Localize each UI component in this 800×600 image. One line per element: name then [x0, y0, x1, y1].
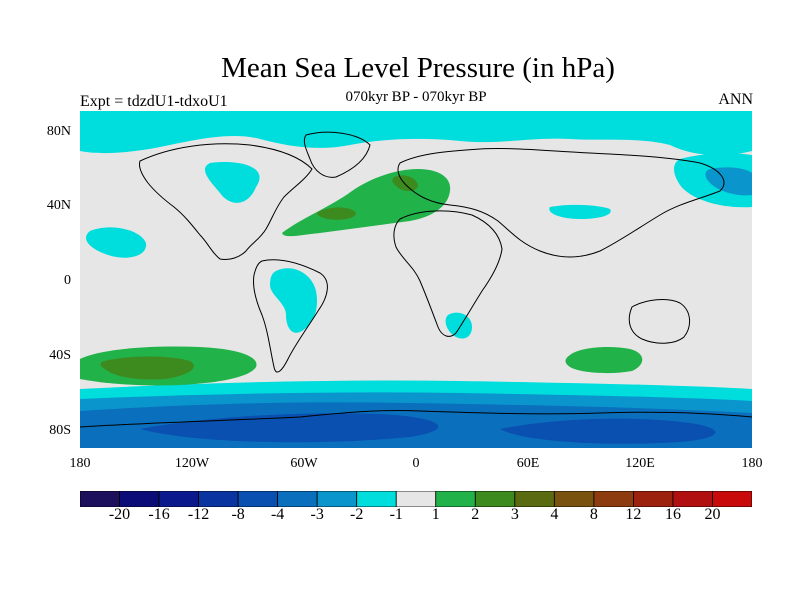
coastline-south-america: [253, 259, 328, 373]
colorbar-swatch: [593, 491, 634, 507]
colorbar-swatch: [633, 491, 674, 507]
colorbar-tick-label: 1: [431, 506, 440, 523]
coastlines: [80, 131, 752, 428]
contour-arctic-low: [204, 162, 260, 203]
colorbar-tick-label: -1: [389, 506, 403, 523]
colorbar-tick-label: -12: [187, 506, 210, 523]
colorbar-swatch: [198, 491, 239, 507]
contour-north-atlantic-core: [317, 207, 356, 220]
coastline-africa: [393, 210, 503, 337]
chart-title: Mean Sea Level Pressure (in hPa): [221, 52, 615, 84]
y-tick-label: 40N: [46, 198, 71, 213]
contour-east-pacific-low: [86, 227, 147, 258]
colorbar-swatch: [395, 491, 437, 507]
colorbar-tick-label: -16: [148, 506, 170, 523]
colorbar-swatch: [316, 491, 358, 507]
y-tick-label: 80N: [46, 124, 71, 139]
coastline-europe: [397, 147, 725, 258]
colorbar-tick-label: 2: [471, 506, 480, 523]
colorbar-swatch: [277, 491, 318, 507]
x-tick-label: 60W: [290, 456, 318, 471]
contour-north-pacific-core: [705, 167, 752, 196]
colorbar-tick-label: 12: [625, 506, 642, 523]
colorbar-swatch: [712, 491, 752, 507]
contour-south-africa-low: [445, 312, 472, 339]
x-tick-label: 120W: [174, 456, 210, 471]
colorbar-swatch: [80, 491, 120, 507]
season-label: ANN: [718, 91, 753, 108]
colorbar-tick-label: -2: [350, 506, 364, 523]
y-tick-label: 80S: [49, 423, 71, 438]
coastline-greenland: [303, 131, 371, 178]
x-tick-label: 180: [741, 456, 763, 471]
x-tick-label: 0: [412, 456, 420, 471]
colorbar-tick-label: -20: [108, 506, 131, 523]
colorbar-tick-label: 3: [510, 506, 519, 523]
colorbar-swatch: [474, 491, 516, 507]
colorbar-tick-label: 16: [664, 506, 681, 523]
contour-amazon-low: [270, 268, 318, 333]
y-tick-label: 40S: [49, 348, 71, 363]
coastline-antarctica: [80, 409, 752, 428]
x-tick-label: 180: [69, 456, 91, 471]
contour-antarctic-core: [500, 418, 716, 444]
contour-siberia-low: [549, 204, 611, 219]
colorbar-swatch: [356, 491, 397, 507]
colorbar-tick-label: -8: [231, 506, 245, 523]
x-tick-label: 60E: [516, 456, 540, 471]
contour-arctic-low: [80, 111, 752, 156]
colorbar-swatch: [237, 491, 279, 507]
contour-europe-core: [392, 175, 418, 192]
colorbar-swatch: [119, 491, 160, 507]
colorbar-swatch: [553, 491, 595, 507]
map-plot: [80, 111, 752, 448]
contour-indian-ocean-high: [565, 347, 643, 374]
colorbar-tick-label: 20: [704, 506, 721, 523]
colorbar-swatch: [672, 491, 713, 507]
y-tick-label: 0: [64, 273, 71, 288]
experiment-label: Expt = tdzdU1-tdxoU1: [80, 93, 228, 110]
coastline-north-america: [139, 143, 313, 260]
contour-south-pacific-core: [100, 356, 194, 380]
colorbar-swatch: [158, 491, 199, 507]
colorbar-tick-label: 8: [589, 506, 598, 523]
colorbar-tick-label: -4: [270, 506, 285, 523]
colorbar-tick-label: -3: [310, 506, 324, 523]
x-tick-label: 120E: [625, 456, 655, 471]
colorbar-swatch: [435, 491, 476, 507]
colorbar-tick-label: 4: [550, 506, 559, 523]
coastline-australia: [628, 299, 690, 344]
chart-subtitle: 070kyr BP - 070kyr BP: [345, 89, 487, 105]
colorbar: [80, 491, 752, 507]
colorbar-swatch: [514, 491, 555, 507]
